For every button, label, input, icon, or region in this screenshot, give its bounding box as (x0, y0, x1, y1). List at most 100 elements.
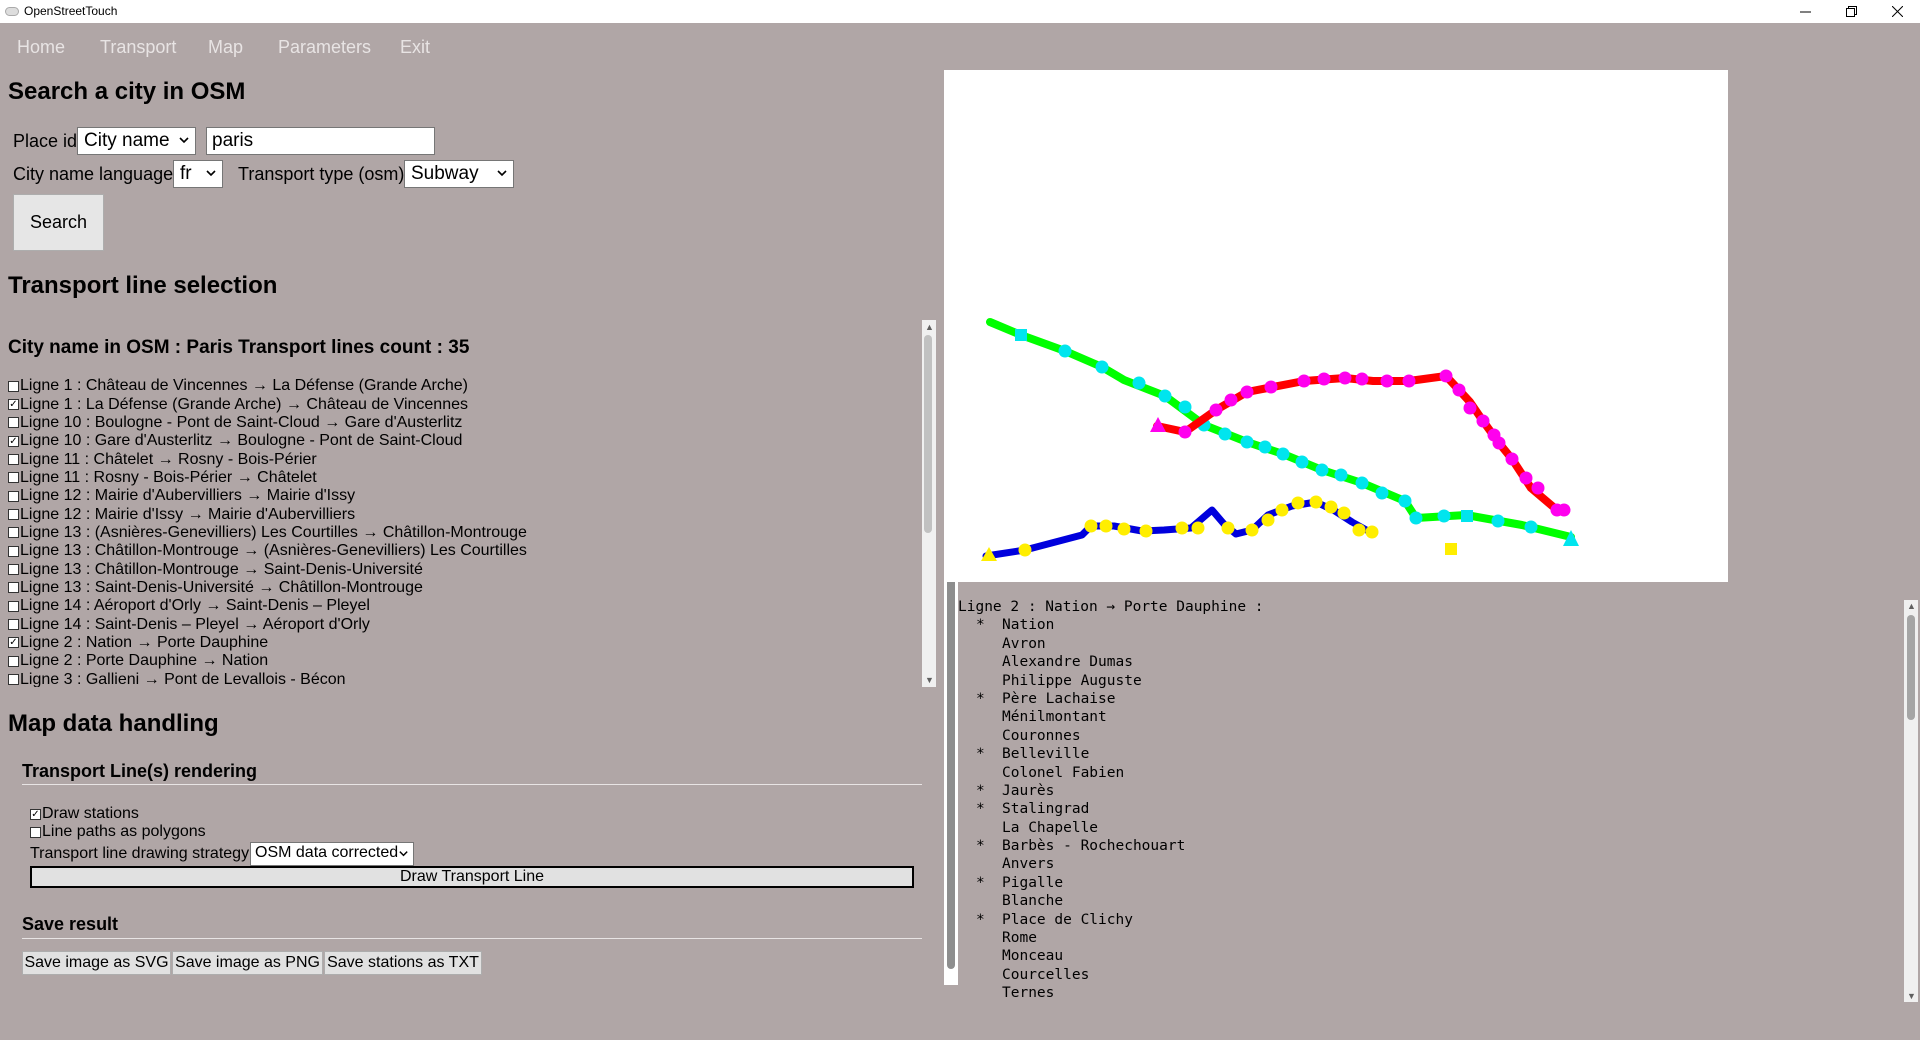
line-label: Ligne 13 : Châtillon-Montrouge → (Asnièr… (20, 542, 527, 560)
city-input[interactable]: paris (206, 127, 435, 155)
restore-icon (1845, 6, 1857, 17)
line-list-item[interactable]: Ligne 1 : Château de Vincennes → La Défe… (8, 377, 918, 395)
line-checkbox[interactable] (8, 472, 19, 484)
draw-transport-line-button[interactable]: Draw Transport Line (30, 866, 914, 888)
save-svg-button[interactable]: Save image as SVG (22, 951, 171, 975)
draw-stations-checkbox[interactable]: ✓ (30, 808, 41, 820)
line-label: Ligne 13 : (Asnières-Genevilliers) Les C… (20, 523, 527, 541)
line-list-item[interactable]: Ligne 13 : Châtillon-Montrouge → Saint-D… (8, 560, 918, 578)
line-list-item[interactable]: Ligne 13 : Saint-Denis-Université → Chât… (8, 579, 918, 597)
polygons-option[interactable]: Line paths as polygons (30, 823, 206, 841)
station-name: Barbès - Rochechouart (1002, 838, 1186, 855)
strategy-select[interactable]: OSM data corrected (250, 842, 414, 866)
line-checkbox[interactable] (8, 655, 19, 667)
transport-lines-list: Ligne 1 : Château de Vincennes → La Défe… (8, 377, 918, 687)
line-label: Ligne 13 : Saint-Denis-Université → Chât… (20, 578, 423, 596)
scroll-thumb[interactable] (924, 335, 932, 533)
line-checkbox[interactable] (8, 509, 19, 521)
station-name: Pigalle (1002, 874, 1064, 891)
chevron-down-icon (497, 170, 507, 177)
line-list-item[interactable]: Ligne 3 : Gallieni → Pont de Levallois -… (8, 671, 918, 687)
station-name: Avron (1002, 635, 1046, 652)
save-png-button[interactable]: Save image as PNG (172, 951, 323, 975)
polygons-checkbox[interactable] (30, 826, 41, 838)
line-checkbox[interactable] (8, 490, 19, 502)
line-checkbox[interactable] (8, 619, 19, 631)
lines-summary: City name in OSM : Paris Transport lines… (8, 337, 470, 358)
line-list-item[interactable]: ✓ Ligne 1 : La Défense (Grande Arche) → C… (8, 395, 918, 413)
station-transfer-mark: * (976, 690, 985, 707)
line-list-item[interactable]: ✓ Ligne 10 : Gare d'Austerlitz → Boulogne… (8, 432, 918, 450)
line-label: Ligne 1 : La Défense (Grande Arche) → Ch… (20, 395, 468, 413)
line-list-item[interactable]: ✓ Ligne 2 : Nation → Porte Dauphine (8, 634, 918, 652)
line-checkbox[interactable] (8, 600, 19, 612)
minimize-button[interactable] (1782, 0, 1828, 23)
save-heading: Save result (22, 914, 119, 934)
language-select[interactable]: fr (173, 160, 223, 188)
line-label: Ligne 13 : Châtillon-Montrouge → Saint-D… (20, 560, 423, 578)
app-icon (5, 7, 19, 16)
line-list-item[interactable]: Ligne 14 : Aéroport d'Orly → Saint-Denis… (8, 597, 918, 615)
line-2-end-marker (1150, 417, 1166, 432)
draw-stations-option[interactable]: ✓ Draw stations (30, 805, 139, 823)
line-list-item[interactable]: Ligne 14 : Saint-Denis – Pleyel → Aéropo… (8, 615, 918, 633)
line-checkbox[interactable] (8, 545, 19, 557)
station-transfer-mark: * (976, 617, 985, 634)
menu-home[interactable]: Home (17, 37, 66, 57)
station-name: Ternes (1002, 985, 1055, 1002)
line-checkbox[interactable]: ✓ (8, 399, 19, 411)
line-list-item[interactable]: Ligne 2 : Porte Dauphine → Nation (8, 652, 918, 670)
line-list-item[interactable]: Ligne 11 : Châtelet → Rosny - Bois-Périe… (8, 450, 918, 468)
line-label: Ligne 12 : Mairie d'Issy → Mairie d'Aube… (20, 505, 356, 523)
scroll-thumb[interactable] (1907, 615, 1915, 720)
strategy-select-value: OSM data corrected (255, 844, 399, 861)
line-list-item[interactable]: Ligne 12 : Mairie d'Issy → Mairie d'Aube… (8, 505, 918, 523)
line-checkbox[interactable] (8, 527, 19, 539)
station-name: Courcelles (1002, 966, 1090, 983)
menu-transport[interactable]: Transport (100, 37, 177, 57)
transport-type-select[interactable]: Subway (404, 160, 514, 188)
line-list-item[interactable]: Ligne 13 : (Asnières-Genevilliers) Les C… (8, 524, 918, 542)
scroll-up-icon[interactable]: ▲ (1907, 601, 1916, 611)
menu-parameters[interactable]: Parameters (278, 37, 372, 57)
restore-button[interactable] (1828, 0, 1874, 23)
line-list-item[interactable]: Ligne 10 : Boulogne - Pont de Saint-Clou… (8, 414, 918, 432)
station-transfer-mark: * (976, 911, 985, 928)
place-id-select[interactable]: City name (77, 127, 196, 155)
line-checkbox[interactable]: ✓ (8, 435, 19, 447)
place-id-label: Place id (13, 131, 78, 151)
close-button[interactable] (1874, 0, 1920, 23)
map-data-heading: Map data handling (8, 710, 219, 737)
station-name: Père Lachaise (1002, 690, 1116, 707)
station-name: Couronnes (1002, 727, 1081, 744)
station-transfer-mark: * (976, 746, 985, 763)
line-checkbox[interactable] (8, 417, 19, 429)
scroll-down-icon[interactable]: ▼ (1907, 991, 1916, 1001)
line-list-item[interactable]: Ligne 11 : Rosny - Bois-Périer → Châtele… (8, 469, 918, 487)
scroll-down-icon[interactable]: ▼ (925, 675, 934, 685)
lines-scrollbar[interactable]: ▲ ▼ (922, 320, 936, 687)
station-row: Philippe Auguste (958, 672, 1898, 690)
line-checkbox[interactable]: ✓ (8, 637, 19, 649)
menu-map[interactable]: Map (208, 37, 244, 57)
line-checkbox[interactable] (8, 454, 19, 466)
station-row: Ternes (958, 984, 1898, 1002)
save-txt-button[interactable]: Save stations as TXT (324, 951, 482, 975)
stations-scrollbar[interactable]: ▲ ▼ (1904, 600, 1918, 1002)
scroll-up-icon[interactable]: ▲ (925, 322, 934, 332)
rendering-divider (22, 784, 922, 785)
line-checkbox[interactable] (8, 582, 19, 594)
line-list-item[interactable]: Ligne 13 : Châtillon-Montrouge → (Asnièr… (8, 542, 918, 560)
search-button[interactable]: Search (13, 194, 104, 251)
transport-map[interactable] (946, 70, 1728, 582)
station-name: Colonel Fabien (1002, 764, 1125, 781)
station-row: Rome (958, 929, 1898, 947)
station-transfer-mark: * (976, 782, 985, 799)
line-checkbox[interactable] (8, 674, 19, 686)
line-label: Ligne 2 : Nation → Porte Dauphine (20, 633, 269, 651)
line-checkbox[interactable] (8, 380, 19, 392)
line-list-item[interactable]: Ligne 12 : Mairie d'Aubervilliers → Mair… (8, 487, 918, 505)
line-checkbox[interactable] (8, 564, 19, 576)
line-label: Ligne 10 : Gare d'Austerlitz → Boulogne … (20, 432, 463, 450)
menu-exit[interactable]: Exit (400, 37, 431, 57)
